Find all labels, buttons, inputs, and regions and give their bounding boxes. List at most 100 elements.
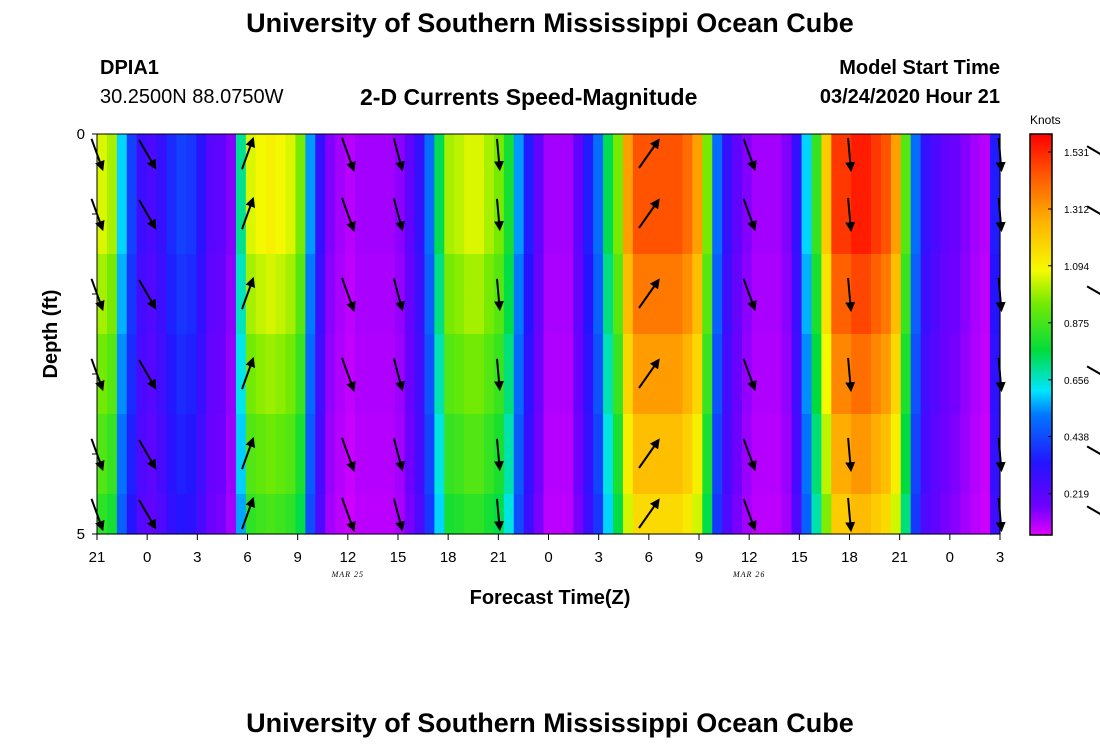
heatmap-cell [732,254,743,335]
x-axis-label: Forecast Time(Z) [470,587,631,609]
x-tick-label: 3 [594,549,602,566]
heatmap-cell [97,174,108,255]
heatmap-cell [811,494,822,535]
heatmap-cell [196,254,207,335]
heatmap-cell [563,254,574,335]
current-vector-arrow [638,358,660,389]
heatmap-cell [245,414,257,495]
heatmap-cell [255,174,267,255]
x-tick-label: 9 [293,549,301,566]
heatmap-cell [136,134,148,175]
heatmap-cell [880,254,892,335]
current-vector-arrow [1086,205,1100,215]
heatmap-cell [424,174,435,255]
heatmap-cell [811,134,822,175]
heatmap-cell [116,134,128,175]
current-vector-arrow [138,359,157,390]
heatmap-cell [712,174,723,255]
colorbar-tick-label: 0.656 [1064,376,1089,387]
heatmap-cell [742,334,753,415]
heatmap-cell [106,494,118,535]
heatmap-cell [206,334,217,415]
heatmap-cell [831,494,842,535]
colorbar-tick-label: 1.094 [1064,262,1089,273]
heatmap-cell [146,254,158,335]
heatmap-cell [920,254,932,335]
heatmap-cell [910,174,922,255]
heatmap-cell [126,334,138,415]
heatmap-cell [275,494,287,535]
heatmap-cell [930,174,942,255]
heatmap-cell [454,134,465,175]
heatmap-cell [315,254,326,335]
colorbar-tick-label: 1.312 [1064,205,1089,216]
current-vector-arrow [392,358,405,392]
heatmap-cell [484,334,495,415]
heatmap-cell [404,134,416,175]
x-tick-label: 18 [440,549,457,566]
heatmap-cell [176,134,187,175]
heatmap-cell [384,174,396,255]
heatmap-cell [97,134,108,175]
heatmap-cell [990,174,1001,255]
heatmap-cell [434,174,445,255]
heatmap-cell [622,134,634,175]
heatmap-cell [523,414,535,495]
heatmap-cell [196,414,207,495]
heatmap-cell [632,334,644,415]
x-tick-label: 6 [243,549,251,566]
heatmap-cell [156,414,168,495]
heatmap-cell [950,134,961,175]
heatmap-cell [374,414,386,495]
heatmap-cell [474,414,485,495]
heatmap-cell [116,254,128,335]
heatmap-cell [732,174,743,255]
x-tick-label: 21 [89,549,106,566]
heatmap-cell [146,334,158,415]
heatmap-cell [652,254,664,335]
heatmap-cell [265,134,277,175]
heatmap-cell [732,414,743,495]
current-vector-arrow [341,497,356,532]
heatmap-cell [890,174,902,255]
heatmap-cell [97,254,108,335]
heatmap-cell [285,494,297,535]
chart-title: 2-D Currents Speed-Magnitude [360,84,698,110]
current-vector-arrow [638,198,660,229]
heatmap-cell [265,174,277,255]
current-vector-arrow [1086,505,1100,515]
current-vector-arrow [392,498,405,532]
heatmap-cell [503,414,515,495]
heatmap-cell [364,254,376,335]
heatmap-cell [831,174,842,255]
colorbar-tick-label: 1.531 [1064,148,1089,159]
heatmap-cell [176,174,187,255]
heatmap-cell [136,254,148,335]
heatmap-cell [186,334,197,415]
heatmap-cell [781,174,793,255]
heatmap-cell [106,134,118,175]
heatmap-cell [186,414,197,495]
heatmap-cell [474,334,485,415]
heatmap-cell [464,494,475,535]
heatmap-cell [603,414,614,495]
heatmap-cell [632,414,644,495]
heatmap-cell [702,174,713,255]
current-vector-arrow [138,139,157,170]
heatmap-cell [930,334,942,415]
heatmap-cell [811,174,822,255]
heatmap-cell [563,414,574,495]
heatmap-cell [761,494,773,535]
heatmap-cell [871,174,882,255]
colorbar-tick-label: 0.438 [1064,433,1089,444]
heatmap-cell [503,134,515,175]
heatmap-cell [573,254,584,335]
heatmap-cell [434,134,445,175]
heatmap-cell [305,134,316,175]
heatmap-cell [851,254,862,335]
current-vector-arrow [845,277,856,313]
x-tick-label: 0 [544,549,552,566]
heatmap-cell [920,494,932,535]
heatmap-cell [533,334,545,415]
x-tick-label: 15 [390,549,407,566]
